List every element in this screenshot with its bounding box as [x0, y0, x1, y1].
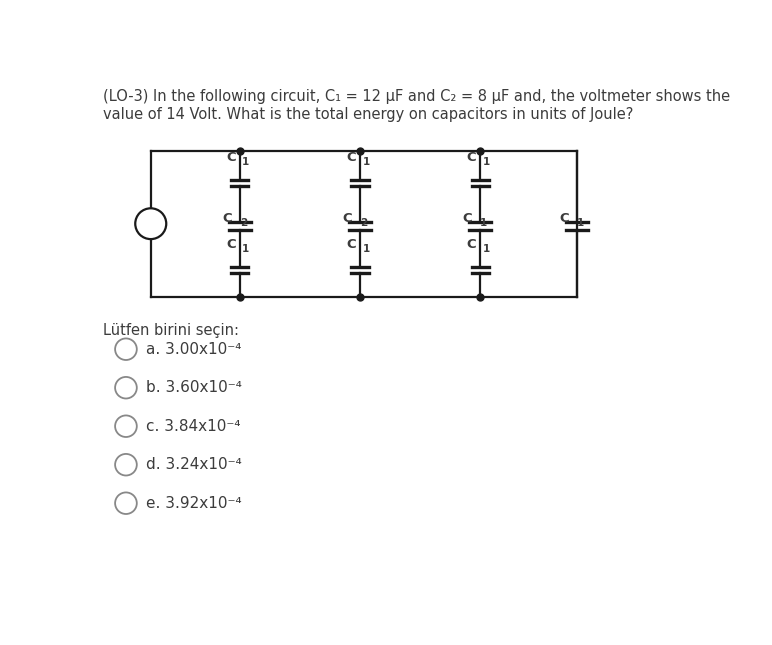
Text: 1: 1 [362, 244, 370, 254]
Text: V: V [147, 217, 154, 230]
Text: C: C [466, 238, 476, 251]
Text: d. 3.24x10⁻⁴: d. 3.24x10⁻⁴ [146, 457, 242, 472]
Text: b. 3.60x10⁻⁴: b. 3.60x10⁻⁴ [146, 380, 242, 395]
Text: C: C [222, 212, 232, 225]
Text: 1: 1 [362, 157, 370, 167]
Text: 1: 1 [482, 244, 489, 254]
Text: C: C [347, 238, 356, 251]
Text: 1: 1 [577, 218, 584, 228]
Text: 1: 1 [242, 157, 249, 167]
Text: c. 3.84x10⁻⁴: c. 3.84x10⁻⁴ [146, 419, 241, 433]
Text: Lütfen birini seçin:: Lütfen birini seçin: [103, 323, 239, 338]
Text: 1: 1 [480, 218, 487, 228]
Text: 2: 2 [360, 218, 367, 228]
Text: C: C [226, 151, 236, 164]
Text: 2: 2 [240, 218, 247, 228]
Text: C: C [466, 151, 476, 164]
Text: e. 3.92x10⁻⁴: e. 3.92x10⁻⁴ [146, 496, 242, 511]
Circle shape [135, 208, 166, 239]
Text: C: C [462, 212, 472, 225]
Text: C: C [226, 238, 236, 251]
Text: (LO-3) In the following circuit, C₁ = 12 μF and C₂ = 8 μF and, the voltmeter sho: (LO-3) In the following circuit, C₁ = 12… [103, 89, 730, 104]
Text: value of 14 Volt. What is the total energy on capacitors in units of Joule?: value of 14 Volt. What is the total ener… [103, 108, 633, 123]
Text: 1: 1 [242, 244, 249, 254]
Text: C: C [560, 212, 569, 225]
Text: C: C [343, 212, 352, 225]
Text: a. 3.00x10⁻⁴: a. 3.00x10⁻⁴ [146, 342, 242, 357]
Text: C: C [347, 151, 356, 164]
Text: 1: 1 [482, 157, 489, 167]
